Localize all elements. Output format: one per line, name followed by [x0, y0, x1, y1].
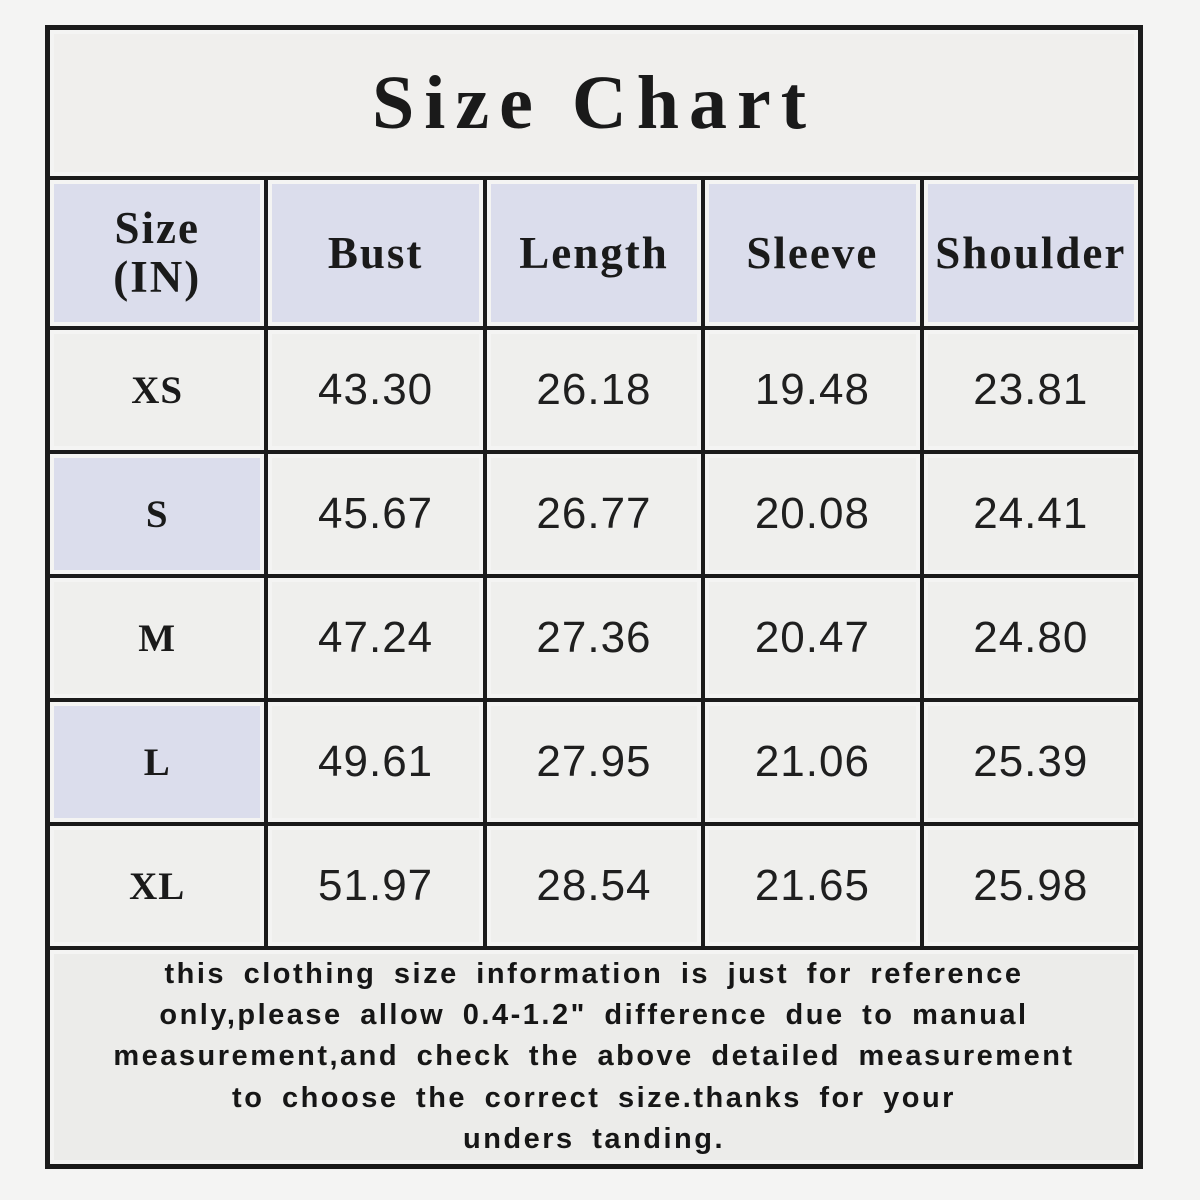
size-rows: XS 43.30 26.18 19.48 23.81 S 45.67 26.77 20.08 24… [48, 328, 1140, 948]
footer-note: this clothing size information is just f… [113, 958, 1075, 1155]
size-chart-table: Size Chart Size (IN) Bust Length Sleeve … [45, 25, 1143, 1169]
shoulder-value-cell: 23.81 [921, 328, 1140, 452]
footer-row: this clothing size information is just f… [48, 948, 1140, 1166]
sleeve-value-cell: 20.08 [703, 452, 922, 576]
column-header-size: Size (IN) [48, 178, 267, 328]
length-value-cell: 27.95 [484, 700, 704, 824]
bust-value-cell: 51.97 [266, 824, 485, 948]
length-value-cell: 27.36 [484, 576, 704, 700]
footer-cell: this clothing size information is just f… [48, 948, 1140, 1166]
table-row: L 49.61 27.95 21.06 25.39 [48, 700, 1140, 824]
column-header-sleeve: Sleeve [703, 178, 922, 328]
header-row: Size (IN) Bust Length Sleeve Shoulder [48, 178, 1140, 328]
column-header-bust: Bust [266, 178, 485, 328]
column-header-length: Length [484, 178, 704, 328]
table-row: XS 43.30 26.18 19.48 23.81 [48, 328, 1140, 452]
size-label-cell: XL [48, 824, 267, 948]
sleeve-value-cell: 20.47 [703, 576, 922, 700]
size-label-cell: XS [48, 328, 267, 452]
bust-value-cell: 47.24 [266, 576, 485, 700]
bust-value-cell: 49.61 [266, 700, 485, 824]
table-row: XL 51.97 28.54 21.65 25.98 [48, 824, 1140, 948]
chart-title: Size Chart [48, 28, 1140, 178]
shoulder-value-cell: 25.39 [921, 700, 1140, 824]
shoulder-value-cell: 24.41 [921, 452, 1140, 576]
bust-value-cell: 45.67 [266, 452, 485, 576]
column-header-shoulder: Shoulder [921, 178, 1140, 328]
size-label-cell: S [48, 452, 267, 576]
title-row: Size Chart [48, 28, 1140, 178]
length-value-cell: 26.77 [484, 452, 704, 576]
shoulder-value-cell: 24.80 [921, 576, 1140, 700]
table-row: M 47.24 27.36 20.47 24.80 [48, 576, 1140, 700]
length-value-cell: 28.54 [484, 824, 704, 948]
table-row: S 45.67 26.77 20.08 24.41 [48, 452, 1140, 576]
size-label-cell: M [48, 576, 267, 700]
sleeve-value-cell: 21.06 [703, 700, 922, 824]
length-value-cell: 26.18 [484, 328, 704, 452]
size-label-cell: L [48, 700, 267, 824]
sleeve-value-cell: 19.48 [703, 328, 922, 452]
sleeve-value-cell: 21.65 [703, 824, 922, 948]
bust-value-cell: 43.30 [266, 328, 485, 452]
shoulder-value-cell: 25.98 [921, 824, 1140, 948]
